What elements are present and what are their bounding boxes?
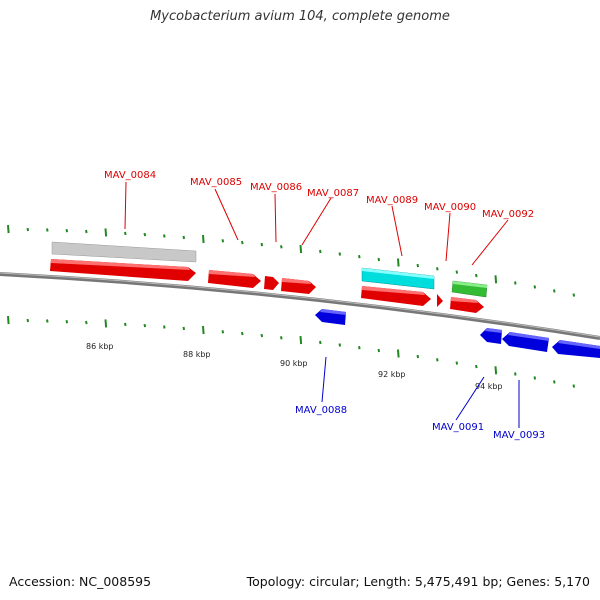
- upper-scale-ticks: [7, 225, 576, 297]
- label-MAV_0091[interactable]: MAV_0091: [432, 422, 484, 433]
- accession-text: Accession: NC_008595: [9, 574, 152, 589]
- major-tick: [397, 258, 400, 267]
- minor-tick: [260, 333, 264, 338]
- gene-green[interactable]: [451, 280, 488, 298]
- gene-MAV_0091[interactable]: [480, 328, 502, 344]
- minor-tick: [85, 320, 88, 325]
- minor-tick: [416, 263, 420, 268]
- minor-tick: [241, 331, 244, 336]
- gene-MAV_0090[interactable]: [437, 294, 443, 307]
- minor-tick: [260, 242, 264, 247]
- minor-tick: [182, 326, 186, 331]
- minor-tick: [533, 376, 537, 380]
- label-MAV_0086[interactable]: MAV_0086: [250, 182, 302, 193]
- major-tick: [7, 225, 10, 234]
- gene-MAV_0087[interactable]: [281, 278, 316, 294]
- gene-MAV_0086[interactable]: [264, 276, 279, 290]
- minor-tick: [280, 245, 283, 249]
- scale-label-92kbp: 92 kbp: [378, 370, 406, 379]
- gene-MAV_0084-pseudo[interactable]: [51, 241, 197, 263]
- gene-blue-right[interactable]: [552, 340, 600, 358]
- minor-tick: [455, 270, 459, 274]
- minor-tick: [143, 232, 147, 237]
- minor-tick: [163, 234, 166, 238]
- minor-tick: [65, 320, 69, 324]
- minor-tick: [26, 227, 30, 232]
- minor-tick: [65, 229, 69, 233]
- minor-tick: [221, 239, 225, 243]
- minor-tick: [455, 361, 459, 365]
- minor-tick: [280, 336, 283, 340]
- minor-tick: [338, 343, 342, 347]
- rna-gene-cyan[interactable]: [361, 267, 435, 290]
- major-tick: [104, 319, 108, 328]
- major-tick: [202, 325, 205, 335]
- gene-MAV_0089[interactable]: [361, 286, 431, 306]
- genome-backbone: [0, 272, 600, 340]
- reverse-leader-lines: [321, 356, 520, 428]
- minor-tick: [26, 318, 30, 323]
- gene-MAV_0093[interactable]: [502, 332, 549, 352]
- minor-tick: [319, 340, 322, 345]
- major-tick: [299, 336, 303, 345]
- minor-tick: [377, 257, 381, 262]
- minor-tick: [553, 380, 556, 384]
- minor-tick: [221, 330, 225, 334]
- scale-label-86kbp: 86 kbp: [86, 342, 114, 351]
- minor-tick: [182, 235, 186, 240]
- minor-tick: [85, 229, 88, 234]
- gene-MAV_0085[interactable]: [208, 270, 261, 288]
- minor-tick: [475, 364, 478, 369]
- minor-tick: [436, 358, 439, 362]
- gene-MAV_0084[interactable]: [50, 259, 196, 281]
- lower-scale-ticks: [7, 316, 576, 388]
- major-tick: [7, 316, 10, 325]
- label-MAV_0087[interactable]: MAV_0087: [307, 188, 359, 199]
- major-tick: [104, 228, 108, 237]
- minor-tick: [533, 285, 537, 289]
- major-tick: [299, 245, 303, 254]
- gene-MAV_0092[interactable]: [450, 297, 484, 313]
- minor-tick: [553, 289, 556, 293]
- genome-summary-text: Topology: circular; Length: 5,475,491 bp…: [246, 574, 590, 589]
- minor-tick: [358, 346, 361, 350]
- minor-tick: [377, 348, 381, 353]
- major-tick: [494, 366, 498, 375]
- minor-tick: [338, 252, 342, 256]
- minor-tick: [241, 240, 244, 245]
- minor-tick: [46, 319, 49, 323]
- major-tick: [397, 349, 400, 358]
- label-MAV_0085[interactable]: MAV_0085: [190, 177, 242, 188]
- scale-label-88kbp: 88 kbp: [183, 350, 211, 359]
- minor-tick: [572, 384, 576, 388]
- minor-tick: [319, 249, 322, 254]
- minor-tick: [416, 354, 420, 359]
- forward-leader-lines: [124, 181, 509, 266]
- scale-label-90kbp: 90 kbp: [280, 359, 308, 368]
- map-title: Mycobacterium avium 104, complete genome: [150, 9, 450, 24]
- minor-tick: [46, 228, 49, 232]
- minor-tick: [124, 322, 127, 327]
- major-tick: [494, 275, 498, 284]
- minor-tick: [572, 293, 576, 297]
- minor-tick: [358, 255, 361, 259]
- label-MAV_0090[interactable]: MAV_0090: [424, 202, 476, 213]
- genome-backbone-highlight: [0, 272, 600, 338]
- label-MAV_0093[interactable]: MAV_0093: [493, 430, 545, 441]
- gene-MAV_0088[interactable]: [315, 309, 346, 325]
- label-MAV_0089[interactable]: MAV_0089: [366, 195, 418, 206]
- label-MAV_0092[interactable]: MAV_0092: [482, 209, 534, 220]
- label-MAV_0088[interactable]: MAV_0088: [295, 405, 347, 416]
- major-tick: [202, 234, 205, 244]
- minor-tick: [436, 267, 439, 271]
- minor-tick: [514, 281, 517, 285]
- scale-label-94kbp: 94 kbp: [475, 382, 503, 391]
- minor-tick: [124, 231, 127, 236]
- label-MAV_0084[interactable]: MAV_0084: [104, 170, 156, 181]
- minor-tick: [514, 372, 517, 376]
- minor-tick: [475, 273, 478, 278]
- minor-tick: [143, 323, 147, 328]
- minor-tick: [163, 325, 166, 329]
